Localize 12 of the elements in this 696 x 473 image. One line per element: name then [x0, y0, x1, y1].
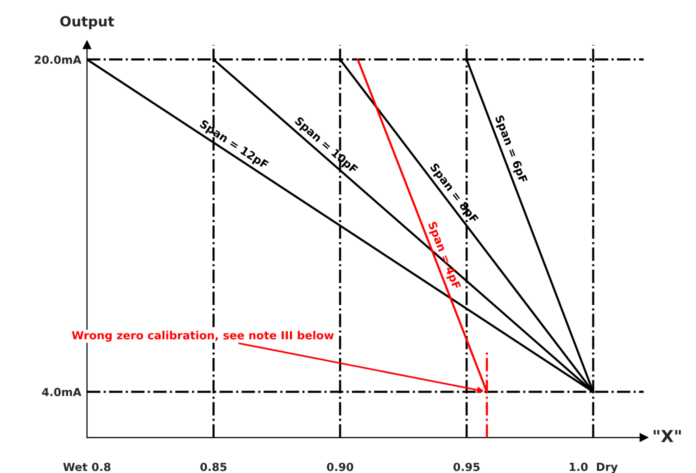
y-axis-title: Output [60, 16, 114, 30]
text: Span = 6pF [492, 114, 528, 184]
y-tick-label: 20.0mA [34, 55, 82, 64]
x-axis-title: "X" [654, 430, 681, 442]
x-tick-label: 0.90 [326, 462, 354, 472]
y-tick-label: 4.0mA [42, 388, 82, 396]
x-tick-label: 0.85 [200, 462, 226, 472]
text: Span = 4pF [426, 221, 462, 290]
x-tick-label: 1.0 Dry [570, 462, 618, 473]
x-tick-label: 0.95 [453, 462, 480, 472]
annotation: Wrong zero calibration, see note III below [72, 330, 334, 342]
x-tick-label: Wet 0.8 [63, 462, 110, 472]
